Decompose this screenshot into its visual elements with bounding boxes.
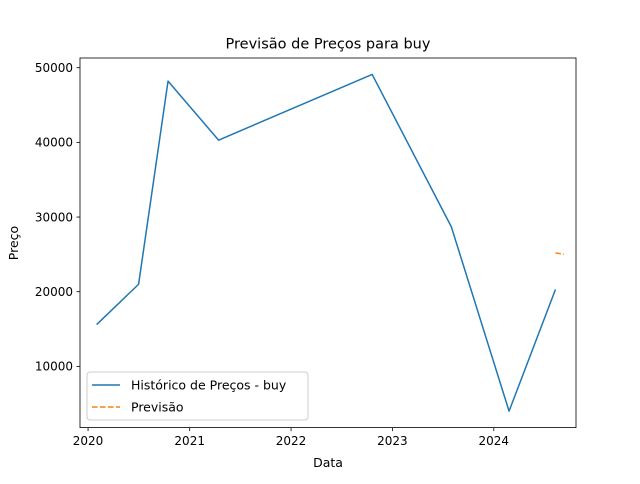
legend: Histórico de Preços - buy Previsão <box>86 371 309 421</box>
y-tick-label: 30000 <box>35 210 73 224</box>
x-tick-label: 2024 <box>479 434 510 448</box>
legend-label-previsao: Previsão <box>131 400 184 415</box>
series-line-1 <box>555 252 565 256</box>
legend-label-historico: Histórico de Preços - buy <box>131 378 287 393</box>
y-tick-label: 50000 <box>35 61 73 75</box>
x-tick-label: 2022 <box>276 434 307 448</box>
chart-title: Previsão de Preços para buy <box>226 37 431 53</box>
y-axis-label: Preço <box>6 226 21 260</box>
x-axis: 2020 2021 2022 2023 2024 <box>73 427 510 448</box>
x-tick-label: 2021 <box>174 434 205 448</box>
x-tick-label: 2023 <box>377 434 408 448</box>
plot-frame <box>79 57 577 429</box>
y-tick-label: 20000 <box>35 285 73 299</box>
x-tick-label: 2020 <box>73 434 104 448</box>
y-tick-label: 10000 <box>35 360 73 374</box>
series-line-0 <box>96 73 557 412</box>
x-axis-label: Data <box>313 455 343 470</box>
legend-box <box>86 371 309 421</box>
y-axis: 10000 20000 30000 40000 50000 <box>35 61 80 374</box>
series-layer <box>96 73 565 412</box>
y-tick-label: 40000 <box>35 136 73 150</box>
